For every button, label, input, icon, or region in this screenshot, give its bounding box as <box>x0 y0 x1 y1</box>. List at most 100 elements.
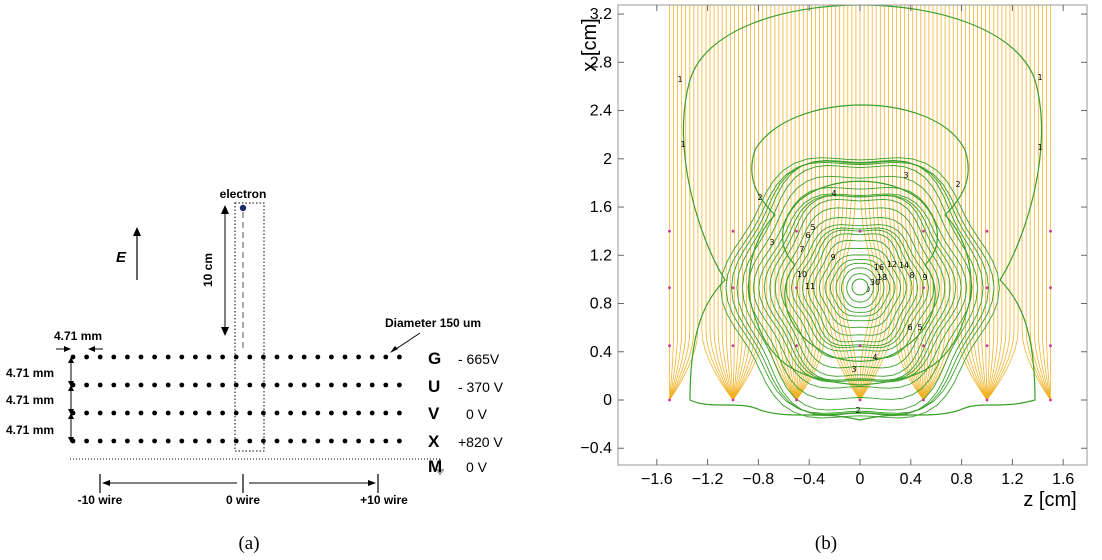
wire-dot <box>193 438 198 444</box>
contour-label: 11 <box>805 282 815 291</box>
contour-label: 1 <box>1037 143 1042 152</box>
wire-dot <box>261 354 266 360</box>
contour-label: 18 <box>877 273 887 282</box>
wire-dot <box>247 438 253 444</box>
panel-b-field-map: 111122233445566791011121416182030893 −1.… <box>579 4 1088 554</box>
wire-dot <box>356 438 361 444</box>
wire-marker <box>858 229 862 233</box>
gap-arrow-head-1 <box>68 357 74 363</box>
equipotential-contour <box>780 207 940 369</box>
wire-dot <box>152 382 158 388</box>
gap-arrow-head-4 <box>68 409 74 415</box>
gap-arrow-head-6 <box>68 437 74 443</box>
wire-marker <box>922 229 925 233</box>
wire-dot <box>356 354 361 360</box>
wire-dot <box>383 382 389 388</box>
contour-label: 4 <box>831 189 836 198</box>
wire-dot <box>111 438 117 444</box>
contour-label: 12 <box>887 260 897 269</box>
plane-m-name: M <box>428 457 442 476</box>
field-line <box>705 5 734 401</box>
wire-dot <box>165 382 171 388</box>
field-line <box>669 5 683 401</box>
wire-dot <box>233 382 239 388</box>
wire-dot <box>125 410 130 416</box>
wire-positions <box>668 229 1052 402</box>
diameter-pointer <box>392 332 421 352</box>
wire-dot <box>247 410 253 416</box>
drift-region-box <box>234 202 265 452</box>
wire-dot <box>288 382 293 388</box>
field-line <box>986 5 1011 401</box>
wire-dot <box>369 410 375 416</box>
equipotential-contour-outer <box>781 180 939 362</box>
wire-scale-right-arrow-head <box>368 480 376 486</box>
central-wire-hole <box>851 278 869 296</box>
field-line <box>669 5 674 401</box>
contour-label: 7 <box>799 245 804 254</box>
plane-u-voltage: - 370 V <box>458 379 504 395</box>
field-line <box>977 5 988 401</box>
drift-length-arrow-top-head <box>221 205 229 214</box>
field-line <box>669 5 699 401</box>
wire-dot <box>84 410 89 416</box>
wire-dot <box>193 382 198 388</box>
equipotential-contour <box>818 247 902 328</box>
gap-arrow-head-3 <box>68 385 74 391</box>
equipotential-contour <box>835 262 885 313</box>
field-line <box>900 5 924 401</box>
equipotential-contour <box>807 233 913 343</box>
y-tick-label: 0 <box>603 392 612 409</box>
wire-dot <box>329 438 334 444</box>
wire-marker <box>1049 286 1052 290</box>
equipotential-contour <box>824 254 896 322</box>
wire-marker <box>858 398 862 402</box>
wire-dot <box>84 354 89 360</box>
field-line <box>965 5 988 401</box>
contour-label: 9 <box>922 273 927 282</box>
field-line <box>986 5 1003 401</box>
field-line <box>669 5 695 401</box>
gap-arrow-head-5 <box>68 413 74 419</box>
field-line <box>859 5 891 401</box>
wire-planes <box>70 354 402 444</box>
contour-label: 3 <box>851 365 856 374</box>
equipotential-contour <box>752 186 968 389</box>
equipotential-contour <box>830 259 890 317</box>
wire-marker <box>668 286 671 290</box>
field-line <box>1042 5 1051 401</box>
field-line <box>717 5 734 401</box>
wire-dot <box>233 438 239 444</box>
wire-dot <box>342 382 348 388</box>
wire-dot <box>97 382 103 388</box>
wire-dot <box>315 438 321 444</box>
equipotential-contours <box>682 5 1043 421</box>
wire-dot <box>383 438 389 444</box>
field-line <box>973 5 988 401</box>
contour-label: 5 <box>917 323 922 332</box>
wire-dot <box>165 438 171 444</box>
wire-dot <box>274 410 280 416</box>
wire-label-right: +10 wire <box>360 493 408 507</box>
wire-dot <box>329 410 334 416</box>
field-line <box>713 5 734 401</box>
contour-label: 10 <box>797 270 807 279</box>
equipotential-contour <box>774 198 946 377</box>
field-line <box>796 5 828 401</box>
wire-marker <box>985 229 989 233</box>
wire-dot <box>301 382 307 388</box>
field-line <box>981 5 988 401</box>
wire-marker <box>985 398 989 402</box>
contour-label: 1 <box>1037 73 1042 82</box>
equipotential-contour <box>741 165 979 411</box>
field-line <box>986 5 1019 401</box>
field-line <box>766 5 797 401</box>
y-tick-label: 3.2 <box>590 6 612 23</box>
wire-dot <box>179 438 185 444</box>
wire-dot <box>329 354 334 360</box>
wire-dot <box>179 354 185 360</box>
wire-dot <box>138 382 144 388</box>
caption-a: (a) <box>238 533 259 554</box>
wire-dot <box>315 410 321 416</box>
wire-dot <box>97 354 103 360</box>
